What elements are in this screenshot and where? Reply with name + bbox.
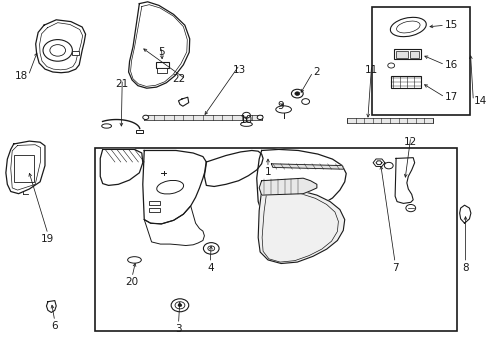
Ellipse shape [405,204,415,212]
Polygon shape [258,188,344,264]
Bar [155,62,169,68]
Text: 1: 1 [264,167,271,177]
Polygon shape [36,20,85,73]
Text: 2: 2 [312,67,319,77]
Ellipse shape [396,21,419,33]
Ellipse shape [387,63,394,68]
Polygon shape [459,205,470,223]
Polygon shape [394,158,414,203]
Text: 12: 12 [403,137,417,147]
Text: 8: 8 [461,263,468,273]
Polygon shape [178,97,188,106]
Ellipse shape [294,92,299,95]
Ellipse shape [127,257,141,263]
Text: 16: 16 [444,60,457,70]
Text: 13: 13 [232,65,246,75]
Text: 5: 5 [158,47,164,57]
Polygon shape [204,150,263,186]
Bar [144,115,261,120]
Bar [346,118,432,123]
Ellipse shape [384,162,392,169]
Bar [409,51,418,58]
Polygon shape [46,301,56,312]
Text: 22: 22 [172,74,185,84]
Ellipse shape [389,17,426,37]
Bar [136,130,143,133]
Polygon shape [271,164,343,169]
Ellipse shape [50,45,65,56]
Text: 7: 7 [391,263,398,273]
Polygon shape [142,150,206,224]
Text: 6: 6 [51,321,58,331]
Ellipse shape [142,115,148,120]
Ellipse shape [203,243,219,254]
Ellipse shape [257,115,263,120]
Bar [72,51,79,55]
Text: 15: 15 [444,20,457,30]
Polygon shape [6,141,45,194]
Bar [393,49,420,59]
Text: 10: 10 [239,115,252,125]
Ellipse shape [175,302,184,309]
Text: 17: 17 [444,92,457,102]
Bar [95,148,456,331]
Ellipse shape [242,112,250,118]
Bar [14,155,34,182]
Ellipse shape [207,246,214,251]
Polygon shape [259,178,316,195]
Ellipse shape [102,124,111,128]
Bar [149,208,160,212]
Text: 14: 14 [472,96,486,106]
Polygon shape [375,161,381,165]
Text: 3: 3 [175,324,182,334]
Text: 21: 21 [115,79,129,89]
Text: 9: 9 [277,101,284,111]
Bar [157,68,167,73]
Polygon shape [372,159,384,166]
Text: 18: 18 [15,71,28,81]
Polygon shape [100,149,142,185]
Polygon shape [128,2,189,88]
Bar [395,51,407,58]
Text: 19: 19 [41,234,55,244]
Ellipse shape [301,99,309,104]
Ellipse shape [157,180,183,194]
Text: 11: 11 [364,65,378,75]
Ellipse shape [240,122,252,126]
Ellipse shape [178,304,182,307]
Polygon shape [256,149,346,213]
Text: 4: 4 [206,263,213,273]
Bar [390,76,420,88]
Text: 20: 20 [125,277,138,287]
Bar [371,7,469,115]
Ellipse shape [275,106,291,113]
Ellipse shape [171,299,188,312]
Bar [149,201,160,205]
Ellipse shape [43,40,72,61]
Ellipse shape [291,89,303,98]
